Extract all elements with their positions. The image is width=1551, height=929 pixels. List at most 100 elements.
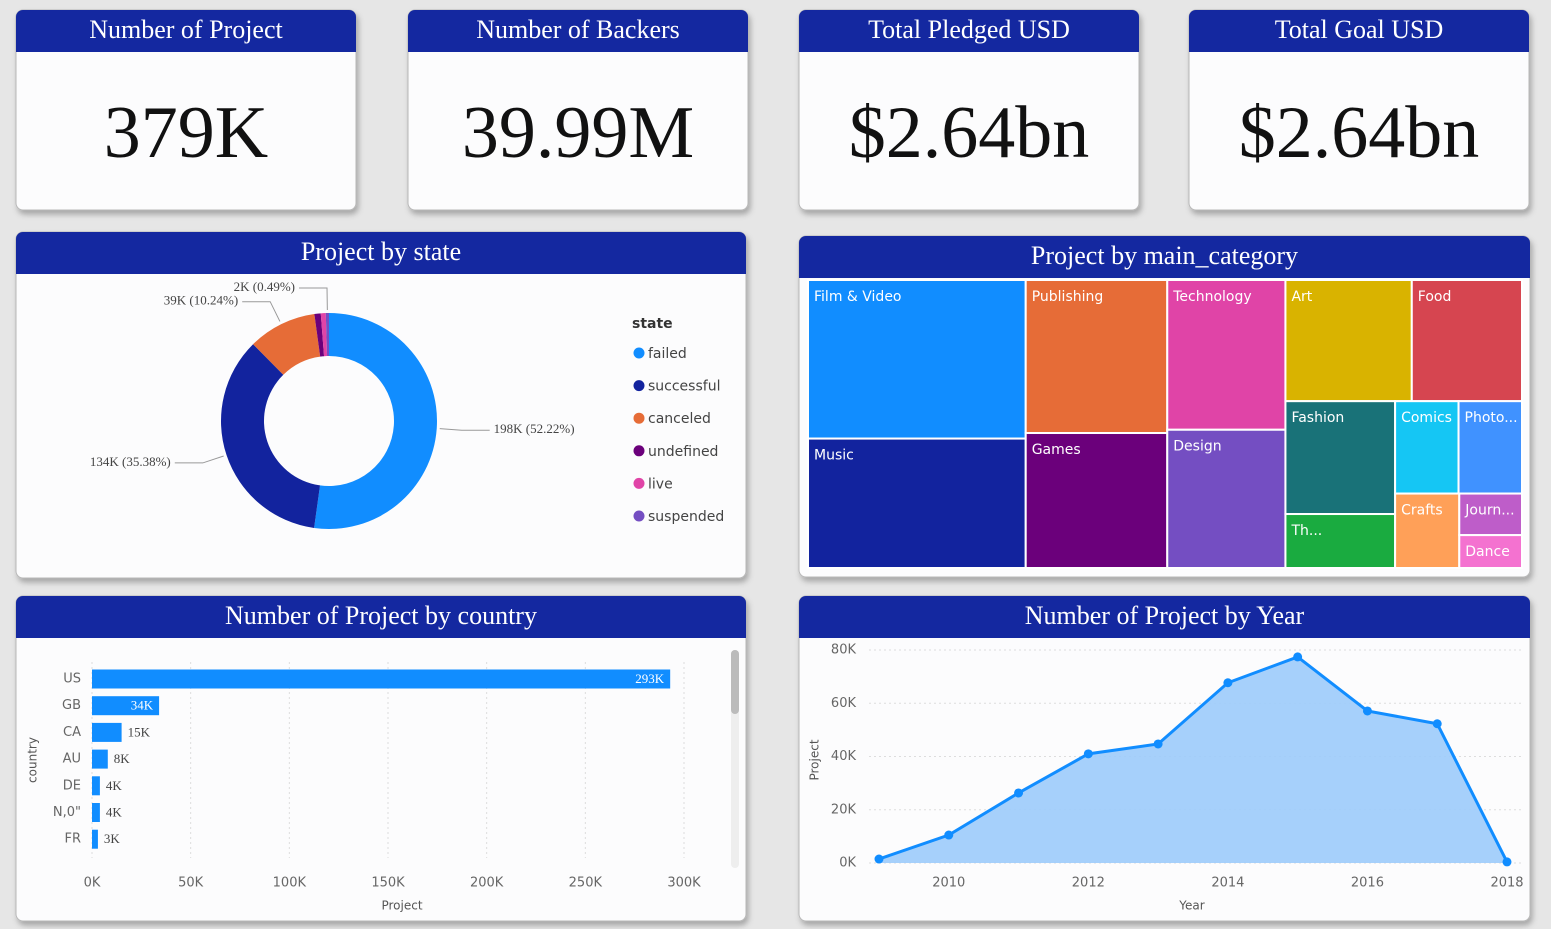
bar	[92, 776, 100, 796]
y-tick-label: 20K	[831, 802, 857, 817]
y-tick-label: AU	[63, 752, 81, 767]
point	[1014, 788, 1024, 798]
treemap-tile	[1458, 534, 1523, 570]
y-tick-label: DE	[63, 778, 81, 793]
treemap-label: Film & Video	[814, 289, 902, 305]
point	[1153, 739, 1163, 749]
y-tick-label: 0K	[839, 856, 856, 871]
panel: Number of Backers	[407, 9, 749, 211]
line	[878, 655, 1509, 863]
donut-slice	[253, 313, 321, 375]
panel-header-base	[1189, 20, 1529, 52]
treemap-tile	[1457, 400, 1524, 495]
data-label: 3K	[104, 831, 121, 846]
treemap-label: Crafts	[1401, 503, 1443, 519]
panel-body	[15, 231, 747, 579]
point	[1502, 857, 1512, 867]
data-label: 15K	[128, 724, 151, 739]
treemap-tile	[1394, 400, 1460, 495]
kpi-value: 39.99M	[462, 92, 694, 174]
panel-title: Number of Project by country	[225, 601, 537, 630]
legend-marker	[633, 510, 645, 522]
bar	[92, 669, 671, 689]
treemap-tile	[1394, 492, 1461, 570]
panel-header-base	[799, 246, 1530, 278]
panel-title: Number of Backers	[476, 15, 680, 44]
bar	[92, 829, 98, 849]
panel: Total Pledged USD	[798, 9, 1140, 211]
legend-marker	[633, 412, 645, 424]
treemap-label: Journ...	[1464, 503, 1514, 519]
x-tick-label: 0K	[84, 876, 101, 891]
panel-header-base	[16, 606, 746, 638]
legend-label: live	[648, 476, 673, 492]
donut-slice	[221, 344, 321, 528]
legend-marker	[633, 477, 645, 489]
treemap-tile	[1024, 279, 1169, 435]
panel-title: Total Pledged USD	[868, 15, 1070, 44]
x-tick-label: 100K	[273, 876, 307, 891]
panel: Project by state	[15, 231, 747, 579]
treemap-label: Technology	[1172, 289, 1251, 305]
treemap-tile	[1166, 428, 1287, 570]
y-tick-label: N,0"	[53, 805, 81, 820]
treemap-tile	[1166, 279, 1287, 431]
bar	[92, 722, 122, 742]
data-label: 4K	[106, 778, 123, 793]
data-label: 39K (10.24%)	[164, 293, 238, 308]
point	[1432, 719, 1442, 729]
treemap-tile	[1284, 400, 1397, 516]
treemap-label: Art	[1291, 289, 1312, 305]
area	[879, 656, 1507, 863]
panel-title: Total Goal USD	[1275, 15, 1444, 44]
x-axis-title: Project	[381, 899, 422, 913]
point	[944, 830, 954, 840]
panel-title: Project by state	[301, 237, 461, 266]
x-tick-label: 150K	[371, 876, 405, 891]
x-tick-label: 200K	[470, 876, 504, 891]
panel-header-base	[408, 20, 748, 52]
x-tick-label: 300K	[667, 876, 701, 891]
leader-line	[242, 301, 281, 322]
legend-label: failed	[648, 346, 687, 362]
kpi-value: $2.64bn	[1239, 92, 1480, 174]
treemap-label: Comics	[1401, 410, 1452, 426]
panel-title: Number of Project	[89, 15, 283, 44]
y-tick-label: 60K	[831, 696, 857, 711]
scrollbar-thumb	[731, 650, 739, 714]
x-tick-label: 250K	[569, 876, 603, 891]
x-tick-label: 2018	[1490, 876, 1523, 891]
treemap-label: Publishing	[1032, 289, 1104, 305]
kpi-value: 379K	[104, 92, 268, 174]
treemap-tile	[807, 279, 1027, 440]
legend-label: suspended	[648, 509, 724, 525]
x-tick-label: 2016	[1351, 876, 1384, 891]
treemap-tile	[1284, 513, 1397, 569]
treemap-label: Dance	[1465, 544, 1510, 560]
treemap-label: Th...	[1290, 523, 1322, 539]
panel-header-base	[799, 606, 1530, 638]
donut-slice	[325, 313, 329, 357]
treemap-label: Fashion	[1291, 410, 1344, 426]
point	[1293, 652, 1303, 662]
panel: Number of Project	[15, 9, 357, 211]
donut-slice	[320, 313, 328, 357]
legend-marker	[633, 380, 645, 392]
panel-title: Project by main_category	[1031, 241, 1298, 270]
y-tick-label: US	[63, 672, 81, 687]
panel-title: Number of Project by Year	[1025, 601, 1305, 630]
x-tick-label: 50K	[178, 876, 204, 891]
legend-label: undefined	[648, 444, 718, 460]
treemap-label: Design	[1173, 439, 1221, 455]
treemap-label: Photo...	[1465, 410, 1518, 426]
legend-marker	[633, 445, 645, 457]
data-label: 293K	[635, 671, 665, 686]
treemap-tile	[807, 437, 1027, 569]
x-tick-label: 2010	[932, 876, 965, 891]
point	[1083, 749, 1093, 759]
y-tick-label: GB	[62, 698, 81, 713]
treemap-label: Food	[1418, 289, 1452, 305]
treemap-label: Games	[1032, 442, 1081, 458]
point	[1362, 706, 1372, 716]
